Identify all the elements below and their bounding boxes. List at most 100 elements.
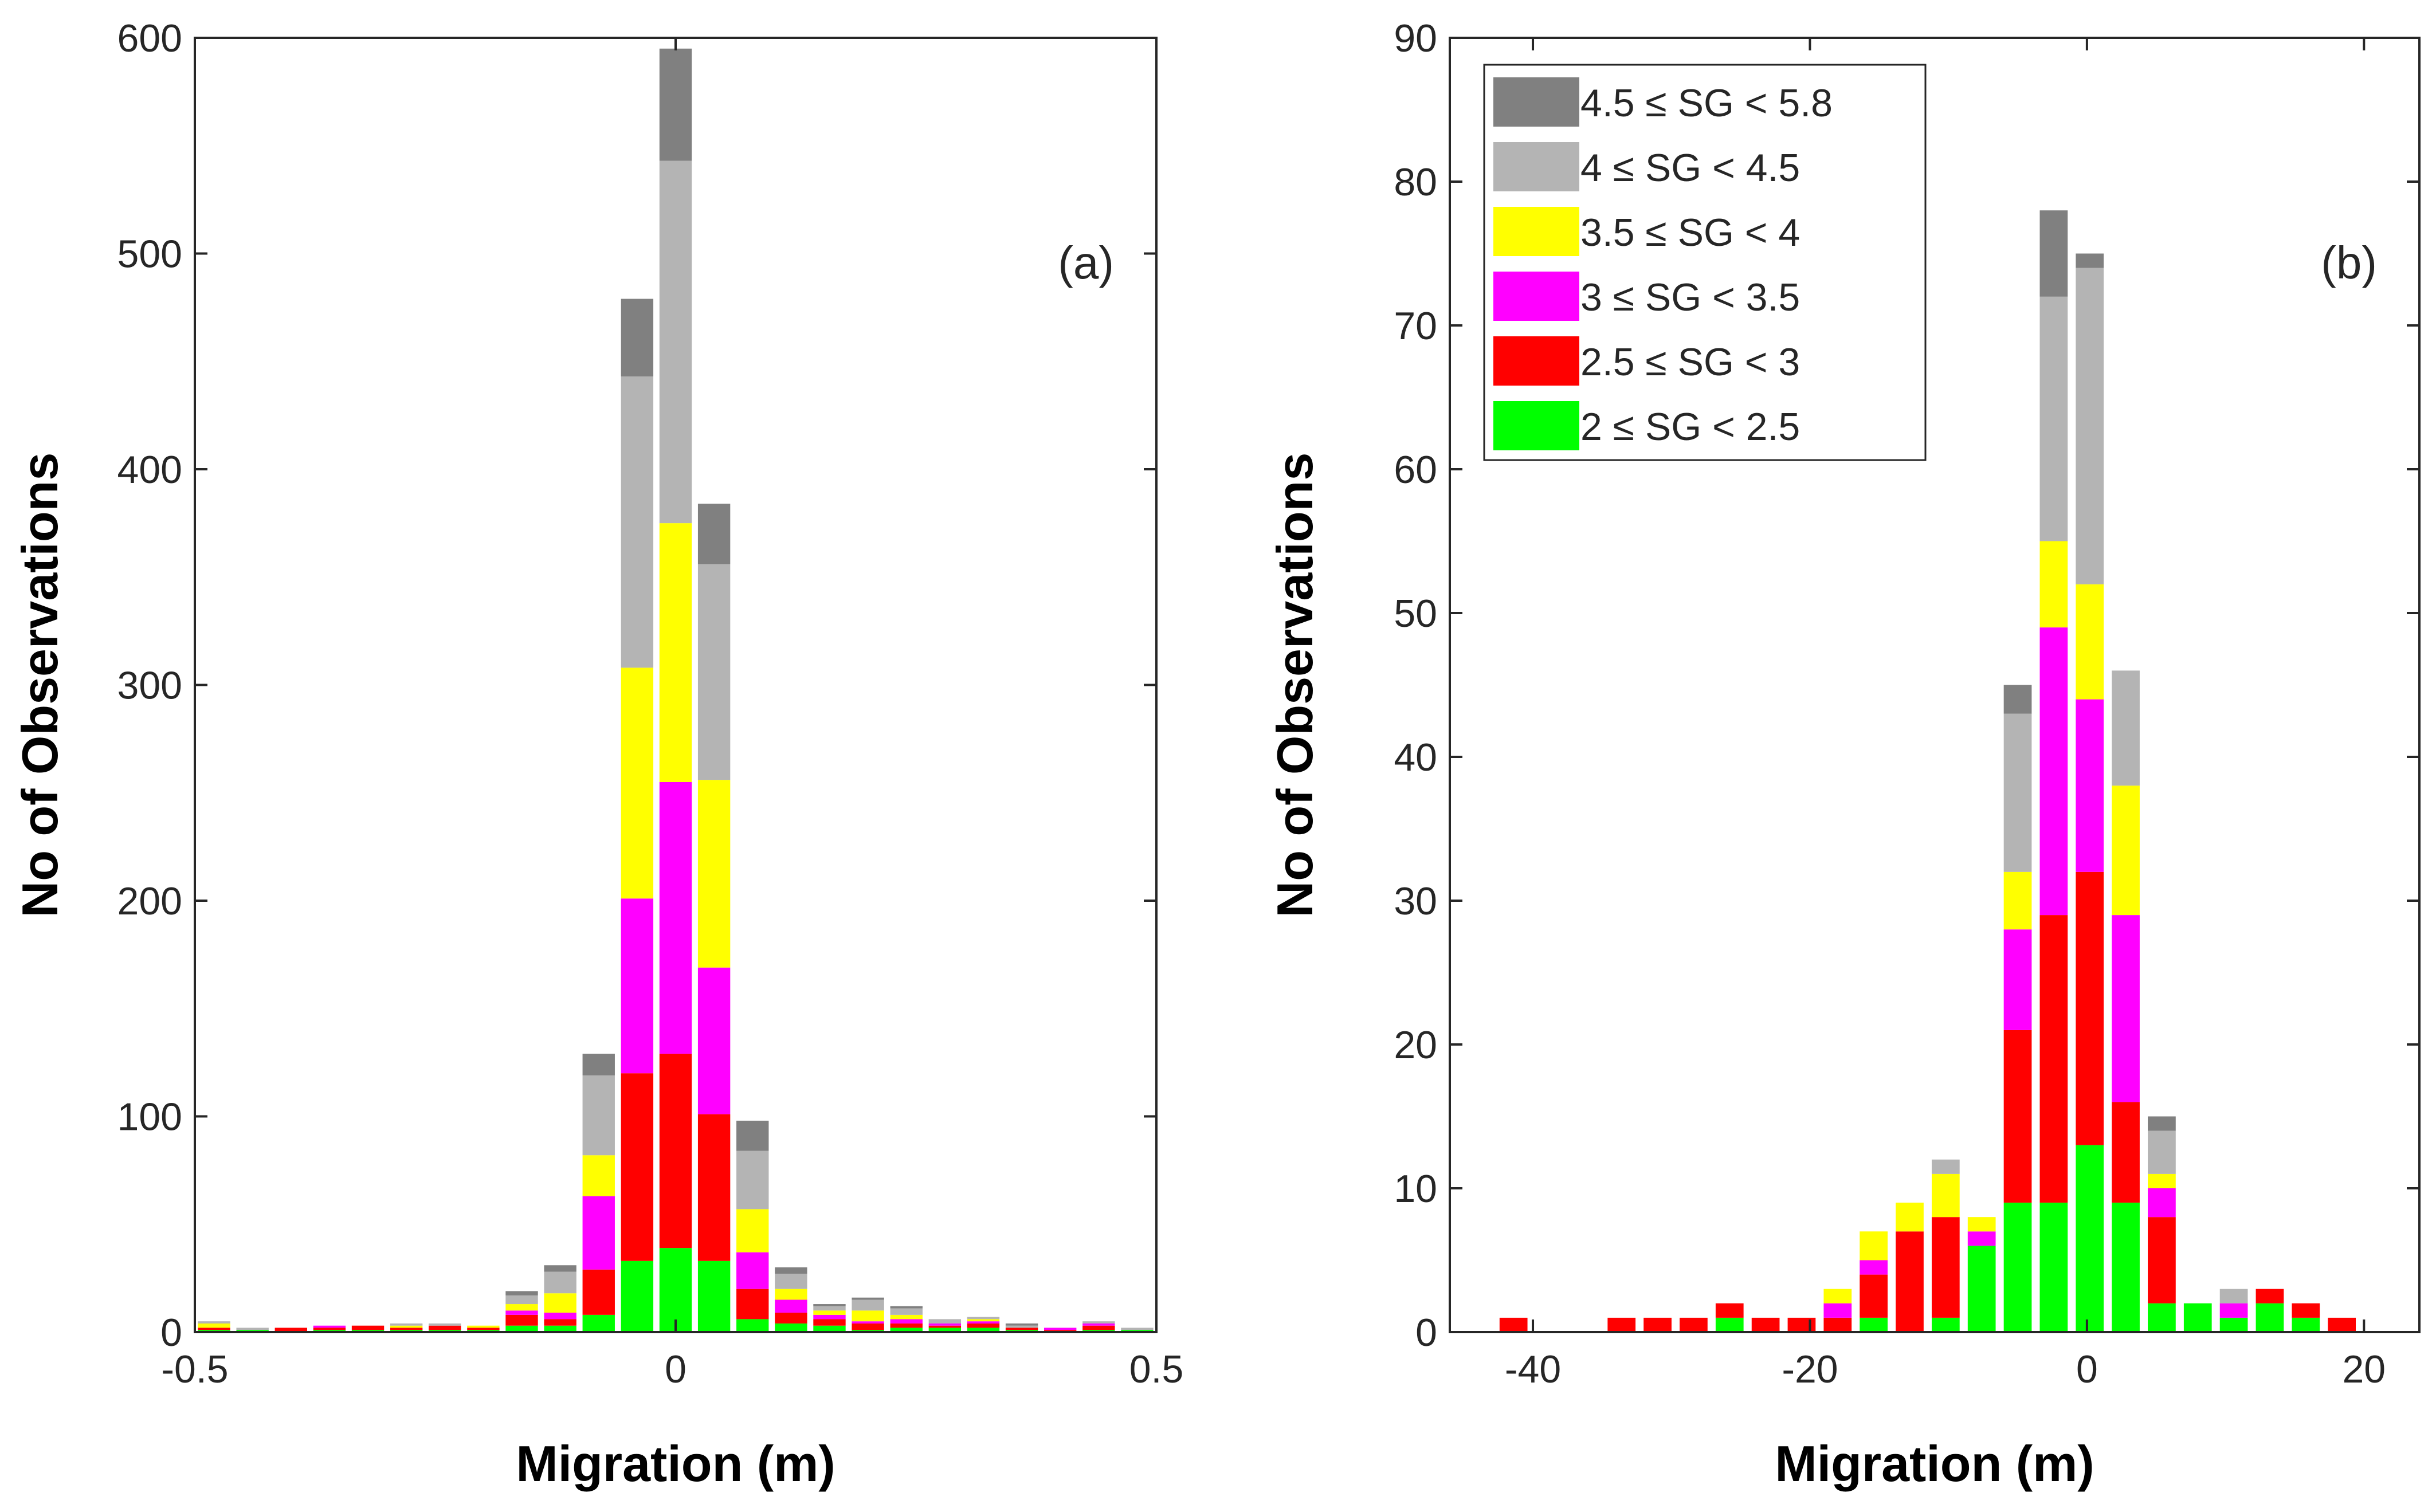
legend-label: 4 ≤ SG < 4.5 [1580,146,1800,190]
panel-a-bar-segment [429,1323,461,1326]
panel-a-bar-segment [198,1321,230,1324]
panel-a-bar-segment [775,1274,807,1289]
panel-a-bar-segment [505,1325,538,1332]
panel-a-x-axis-title: Migration (m) [516,1435,835,1492]
panel-a-x-tick-label: -0.5 [161,1348,228,1391]
panel-a-bar-segment [813,1306,846,1311]
panel-a-bar-segment [852,1323,884,1330]
panel-b-bar-segment [2219,1303,2248,1318]
panel-a-bar-segment [1044,1328,1077,1330]
panel-a-bar-segment [1005,1323,1038,1326]
panel-a-bar-segment [313,1325,346,1328]
panel-b-bar-segment [1823,1317,1852,1332]
panel-b-bar-segment [2112,1203,2140,1332]
panel-a-bar-segment [544,1313,576,1319]
panel-b-y-tick-label: 50 [1394,592,1437,635]
panel-b-bar-segment [1643,1317,1672,1332]
panel-b-bar-segment [2148,1303,2176,1332]
legend: 4.5 ≤ SG < 5.8 4 ≤ SG < 4.5 3.5 ≤ SG < 4 3 … [1483,64,1927,461]
panel-a-y-tick-label: 400 [117,448,182,492]
panel-a-y-tick-label: 600 [117,17,182,60]
panel-a-bar-segment [1121,1328,1154,1330]
panel-a-bar-segment [659,781,692,1054]
panel-b-ticks: -40 -20 0 20 0 10 20 30 40 50 60 70 80 90 [1394,17,2419,1391]
panel-a-bar-segment [621,299,654,377]
legend-label: 2.5 ≤ SG < 3 [1580,340,1800,384]
panel-a-bar-segment [813,1314,846,1319]
panel-b-bar-segment [2112,786,2140,916]
panel-a-bar-segment [775,1323,807,1332]
legend-label: 3 ≤ SG < 3.5 [1580,276,1800,319]
legend-label: 2 ≤ SG < 2.5 [1580,405,1800,449]
panel-b-bar-segment [2039,296,2068,541]
panel-b-y-axis-title: No of Observations [1266,453,1323,918]
panel-b-bar-segment [2039,627,2068,916]
panel-b-bar-segment [2039,1203,2068,1332]
panel-b-bar-segment [2112,670,2140,786]
panel-b-bar-segment [2148,1116,2176,1131]
panel-a-bar-segment [505,1295,538,1305]
panel-a-bar-segment [928,1319,962,1324]
panel-b: -40 -20 0 20 0 10 20 30 40 50 60 70 80 90 (b) Migrati… [1266,17,2421,1492]
panel-b-bar-segment [1823,1289,1852,1303]
panel-a-bar-segment [697,1260,731,1332]
panel-a-bar-segment [582,1075,615,1156]
legend-label: 4.5 ≤ SG < 5.8 [1580,81,1833,125]
panel-b-bar-segment [2003,1203,2032,1332]
panel-a-y-tick-label: 0 [160,1311,182,1354]
panel-a-bar-segment [890,1328,923,1332]
panel-a-bar-segment [736,1150,769,1209]
panel-a-bar-segment [775,1289,807,1300]
legend-swatch [1493,142,1579,191]
panel-a-bar-segment [621,376,654,668]
panel-a-bar-segment [659,160,692,524]
panel-a-bar-segment [390,1328,423,1330]
panel-a-bar-segment [1082,1325,1115,1330]
panel-b-bar-segment [1607,1317,1636,1332]
panel-a-bar-segment [775,1299,807,1313]
panel-a-bar-segment [505,1314,538,1326]
panel-a-bar-segment [813,1325,846,1332]
panel-a-bar-segment [659,1248,692,1332]
panel-a-axes-box [194,37,1158,1333]
panel-b-bar-segment [1896,1203,1924,1232]
panel-a-bar-segment [1005,1328,1038,1330]
panel-a-bar-segment [736,1319,769,1332]
panel-b-bar-segment [2003,713,2032,872]
panel-b-bars [1499,210,2356,1332]
panel-a-bar-segment [967,1319,1000,1322]
panel-b-bar-segment [2256,1303,2284,1332]
panel-a-bar-segment [967,1317,1000,1319]
panel-b-label: (b) [2321,237,2377,288]
panel-a-bar-segment [890,1306,923,1309]
panel-b-bar-segment [1931,1217,1960,1318]
panel-b-bar-segment [2039,541,2068,628]
panel-a-bar-segment [697,967,731,1114]
panel-a-bar-segment [621,1260,654,1332]
panel-a-bar-segment [697,504,731,564]
panel-b-bar-segment [2076,268,2104,584]
panel-b-bar-segment [1967,1231,1996,1246]
panel-b-bar-segment [2256,1289,2284,1303]
panel-b-y-tick-label: 40 [1394,736,1437,779]
legend-swatch [1493,401,1579,450]
panel-a-bar-segment [274,1328,307,1332]
panel-a-bar-segment [967,1323,1000,1328]
panel-a-bar-segment [544,1325,576,1332]
panel-a-bar-segment [928,1328,962,1332]
panel-b-bar-segment [1680,1317,1708,1332]
panel-a-y-tick-label: 200 [117,879,182,923]
panel-a-bar-segment [697,1114,731,1261]
panel-a-y-tick-label: 300 [117,664,182,708]
panel-a-bar-segment [467,1325,500,1328]
panel-a-bar-segment [967,1328,1000,1332]
panel-a-bar-segment [852,1299,884,1311]
panel-a-bar-segment [544,1293,576,1313]
panel-b-bar-segment [2112,915,2140,1102]
panel-b-bar-segment [2328,1317,2356,1332]
panel-b-bar-segment [1860,1260,1888,1275]
panel-a-bar-segment [313,1328,346,1330]
panel-b-bar-segment [1967,1246,1996,1332]
panel-a-bar-segment [351,1325,385,1330]
